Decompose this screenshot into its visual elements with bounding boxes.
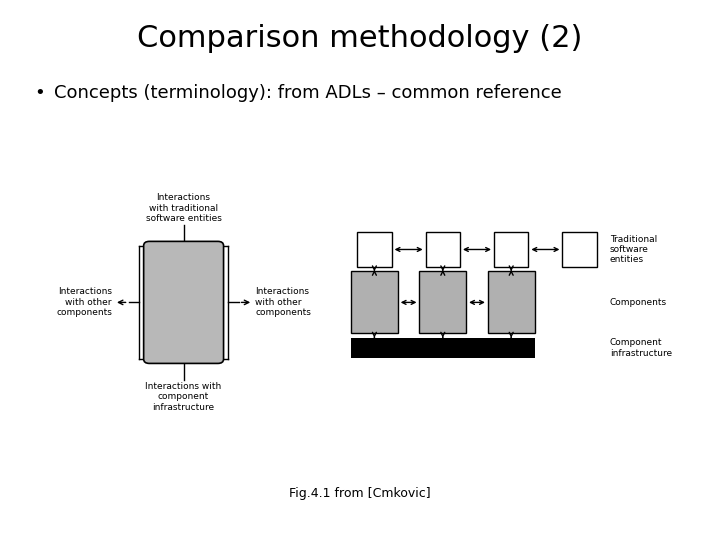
Text: Interactions with
component
infrastructure: Interactions with component infrastructu… bbox=[145, 382, 222, 411]
Text: Traditional
software
entities: Traditional software entities bbox=[610, 234, 657, 265]
Text: Interactions
with other
components: Interactions with other components bbox=[255, 287, 311, 318]
Bar bbox=[419, 271, 467, 333]
Text: •: • bbox=[35, 84, 45, 102]
Text: Interactions
with traditional
software entities: Interactions with traditional software e… bbox=[145, 193, 222, 223]
Bar bbox=[351, 271, 397, 333]
Bar bbox=[488, 271, 534, 333]
Text: Components: Components bbox=[610, 298, 667, 307]
Text: Interactions
with other
components: Interactions with other components bbox=[56, 287, 112, 318]
Bar bbox=[426, 232, 460, 267]
Text: Fig.4.1 from [Cmkovic]: Fig.4.1 from [Cmkovic] bbox=[289, 487, 431, 500]
Text: Concepts (terminology): from ADLs – common reference: Concepts (terminology): from ADLs – comm… bbox=[54, 84, 562, 102]
FancyBboxPatch shape bbox=[144, 241, 223, 363]
Text: Component
infrastructure: Component infrastructure bbox=[610, 339, 672, 357]
Bar bbox=[494, 232, 528, 267]
Text: Comparison methodology (2): Comparison methodology (2) bbox=[138, 24, 582, 53]
Bar bbox=[351, 338, 534, 359]
Bar bbox=[357, 232, 392, 267]
Bar bbox=[562, 232, 597, 267]
